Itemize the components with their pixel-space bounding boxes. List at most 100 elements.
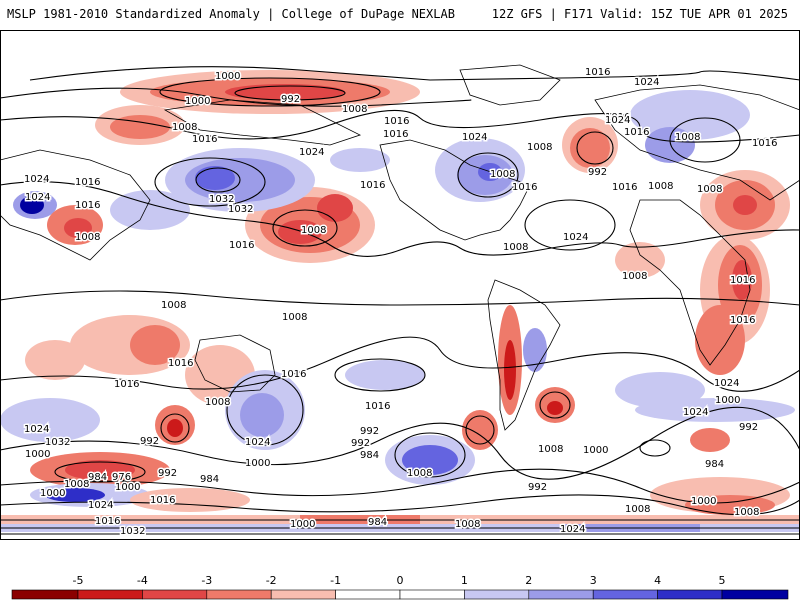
- isobar-label: 1008: [282, 312, 307, 323]
- isobar-label: 1000: [715, 395, 740, 406]
- isobar-label: 992: [360, 426, 379, 437]
- isobar-label: 1016: [75, 200, 100, 211]
- isobar-label: 1016: [114, 379, 139, 390]
- isobar-label: 1016: [730, 275, 755, 286]
- isobar-label: 1024: [683, 407, 708, 418]
- isobar-label: 1016: [360, 180, 385, 191]
- colorbar-tick-label: 1: [461, 574, 468, 587]
- isobar-label: 1008: [538, 444, 563, 455]
- isobar-label: 1024: [24, 174, 49, 185]
- colorbar: -5 -4 -3 -2 -1 0 1 2 3 4 5: [11, 574, 789, 600]
- isobar-label: 1016: [365, 401, 390, 412]
- isobar-label: 1008: [527, 142, 552, 153]
- isobar-label: 992: [140, 436, 159, 447]
- isobar-label: 1032: [228, 204, 253, 215]
- colorbar-tick-label: 2: [525, 574, 532, 587]
- isobar-label: 1024: [88, 500, 113, 511]
- colorbar-block: [528, 589, 594, 600]
- isobar-label: 1008: [625, 504, 650, 515]
- colorbar-tick-label: 4: [654, 574, 661, 587]
- isobar-label: 992: [739, 422, 758, 433]
- isobar-label: 1016: [585, 67, 610, 78]
- isobar-label: 1016: [281, 369, 306, 380]
- isobar-label: 992: [281, 94, 300, 105]
- isobar-label: 1008: [161, 300, 186, 311]
- isobar-label: 1008: [675, 132, 700, 143]
- colorbar-tick-label: -1: [330, 574, 341, 587]
- isobar-label: 1016: [150, 495, 175, 506]
- isobar-label: 1024: [605, 115, 630, 126]
- isobar-label: 1016: [75, 177, 100, 188]
- isobar-label: 1000: [691, 496, 716, 507]
- isobar-label: 1000: [583, 445, 608, 456]
- isobar-label: 1016: [612, 182, 637, 193]
- isobar-label: 1016: [605, 112, 630, 123]
- isobar-label: 1024: [634, 77, 659, 88]
- isobar-label: 1024: [714, 378, 739, 389]
- isobar-label: 1016: [95, 516, 120, 527]
- isobar-label: 1008: [622, 271, 647, 282]
- isobar-label: 1008: [648, 181, 673, 192]
- isobar-label: 1000: [40, 488, 65, 499]
- isobar-label: 1024: [245, 437, 270, 448]
- model-run-info: 12Z GFS | F171 Valid: 15Z TUE APR 01 202…: [491, 7, 788, 21]
- colorbar-block: [335, 589, 401, 600]
- isobar-label: 1016: [624, 127, 649, 138]
- isobar-label: 992: [528, 482, 547, 493]
- isobar-label: 984: [705, 459, 724, 470]
- isobar-label: 1016: [229, 240, 254, 251]
- isobar-label: 1032: [120, 526, 145, 537]
- isobar-label: 984: [88, 472, 107, 483]
- colorbar-tick-label: 5: [719, 574, 726, 587]
- colorbar-block: [399, 589, 465, 600]
- colorbar-block: [11, 589, 79, 600]
- isobar-label: 1008: [75, 232, 100, 243]
- isobar-label: 992: [351, 438, 370, 449]
- isobar-contours: [0, 66, 800, 535]
- isobar-label: 1024: [25, 192, 50, 203]
- isobar-label: 1008: [342, 104, 367, 115]
- colorbar-block: [270, 589, 336, 600]
- isobar-label: 1008: [697, 184, 722, 195]
- isobar-label: 1008: [455, 519, 480, 530]
- isobar-label: 992: [158, 468, 177, 479]
- isobar-label: 1032: [209, 194, 234, 205]
- colorbar-block: [142, 589, 208, 600]
- map-title: MSLP 1981-2010 Standardized Anomaly | Co…: [7, 7, 455, 21]
- isobar-label: 1000: [185, 96, 210, 107]
- isobar-labels: 1000 992 1000 1008 1016 1024 1016 1016 1…: [23, 66, 779, 539]
- isobar-label: 1016: [512, 182, 537, 193]
- isobar-label: 984: [360, 450, 379, 461]
- colorbar-ticks: -5 -4 -3 -2 -1 0 1 2 3 4 5: [73, 574, 726, 587]
- isobar-label: 984: [200, 474, 219, 485]
- isobar-label: 1016: [383, 129, 408, 140]
- isobar-label: 1016: [192, 134, 217, 145]
- isobar-label: 1000: [290, 519, 315, 530]
- isobar-label: 1000: [25, 449, 50, 460]
- colorbar-block: [77, 589, 143, 600]
- anomaly-map: 1000 992 1000 1008 1016 1024 1016 1016 1…: [0, 30, 800, 540]
- isobar-label: 1024: [560, 524, 585, 535]
- isobar-label: 1024: [24, 424, 49, 435]
- colorbar-tick-label: -2: [266, 574, 277, 587]
- isobar-label: 1008: [64, 479, 89, 490]
- isobar-label: 1024: [563, 232, 588, 243]
- isobar-label: 1008: [407, 468, 432, 479]
- isobar-label: 1000: [115, 482, 140, 493]
- coastlines: [0, 64, 800, 431]
- isobar-label: 1024: [462, 132, 487, 143]
- isobar-label: 976: [112, 472, 131, 483]
- isobar-label: 992: [588, 167, 607, 178]
- colorbar-tick-label: 3: [590, 574, 597, 587]
- colorbar-blocks: [11, 589, 789, 600]
- colorbar-tick-label: -5: [73, 574, 84, 587]
- isobar-label: 1024: [299, 147, 324, 158]
- isobar-label: 1032: [45, 437, 70, 448]
- colorbar-tick-label: 0: [397, 574, 404, 587]
- colorbar-block: [206, 589, 272, 600]
- colorbar-block: [592, 589, 658, 600]
- isobar-label: 1016: [752, 138, 777, 149]
- colorbar-block: [464, 589, 530, 600]
- isobar-label: 1000: [215, 71, 240, 82]
- isobar-label: 1008: [301, 225, 326, 236]
